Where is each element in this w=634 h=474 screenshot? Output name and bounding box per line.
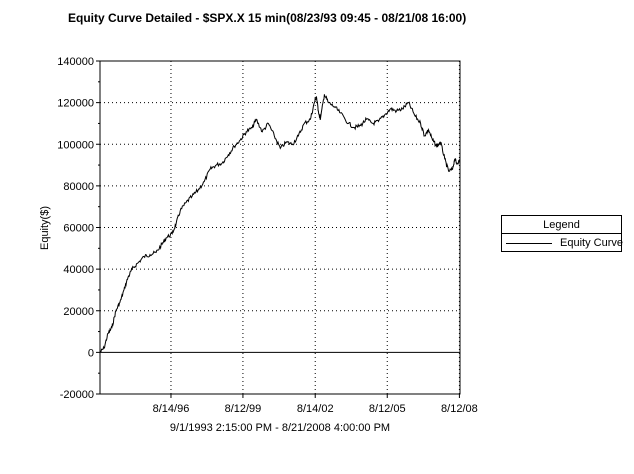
y-tick-label: 140000: [57, 56, 94, 68]
chart-title: Equity Curve Detailed - $SPX.X 15 min(08…: [68, 11, 467, 25]
y-tick-label: 80000: [63, 181, 94, 193]
y-tick-label: 120000: [57, 98, 94, 110]
grid-layer: [100, 61, 460, 394]
legend-line-swatch: [506, 243, 552, 244]
series-line-equity-curve: [99, 94, 461, 353]
x-tick-label: 8/14/02: [297, 403, 334, 415]
x-axis-label: 9/1/1993 2:15:00 PM - 8/21/2008 4:00:00 …: [169, 422, 391, 434]
legend: Legend Equity Curve: [501, 215, 623, 252]
y-tick-label: 60000: [63, 223, 94, 235]
legend-entry-equity-curve: Equity Curve: [560, 237, 623, 249]
x-tick-label: 8/12/05: [369, 403, 406, 415]
legend-separator: [502, 233, 621, 234]
x-tick-label: 8/14/96: [153, 403, 190, 415]
legend-title: Legend: [543, 219, 580, 231]
x-tick-label: 8/12/99: [225, 403, 262, 415]
tick-layer: 140000 120000 100000 80000 60000 40000 20000 0 -…: [57, 56, 477, 415]
y-tick-label: 100000: [57, 139, 94, 151]
y-tick-label: -20000: [60, 389, 94, 401]
x-tick-label: 8/12/08: [441, 403, 478, 415]
y-axis-label: Equity($): [39, 206, 51, 250]
y-tick-label: 40000: [63, 264, 94, 276]
series-layer: [99, 94, 461, 353]
y-tick-label: 0: [88, 347, 94, 359]
y-tick-label: 20000: [63, 306, 94, 318]
